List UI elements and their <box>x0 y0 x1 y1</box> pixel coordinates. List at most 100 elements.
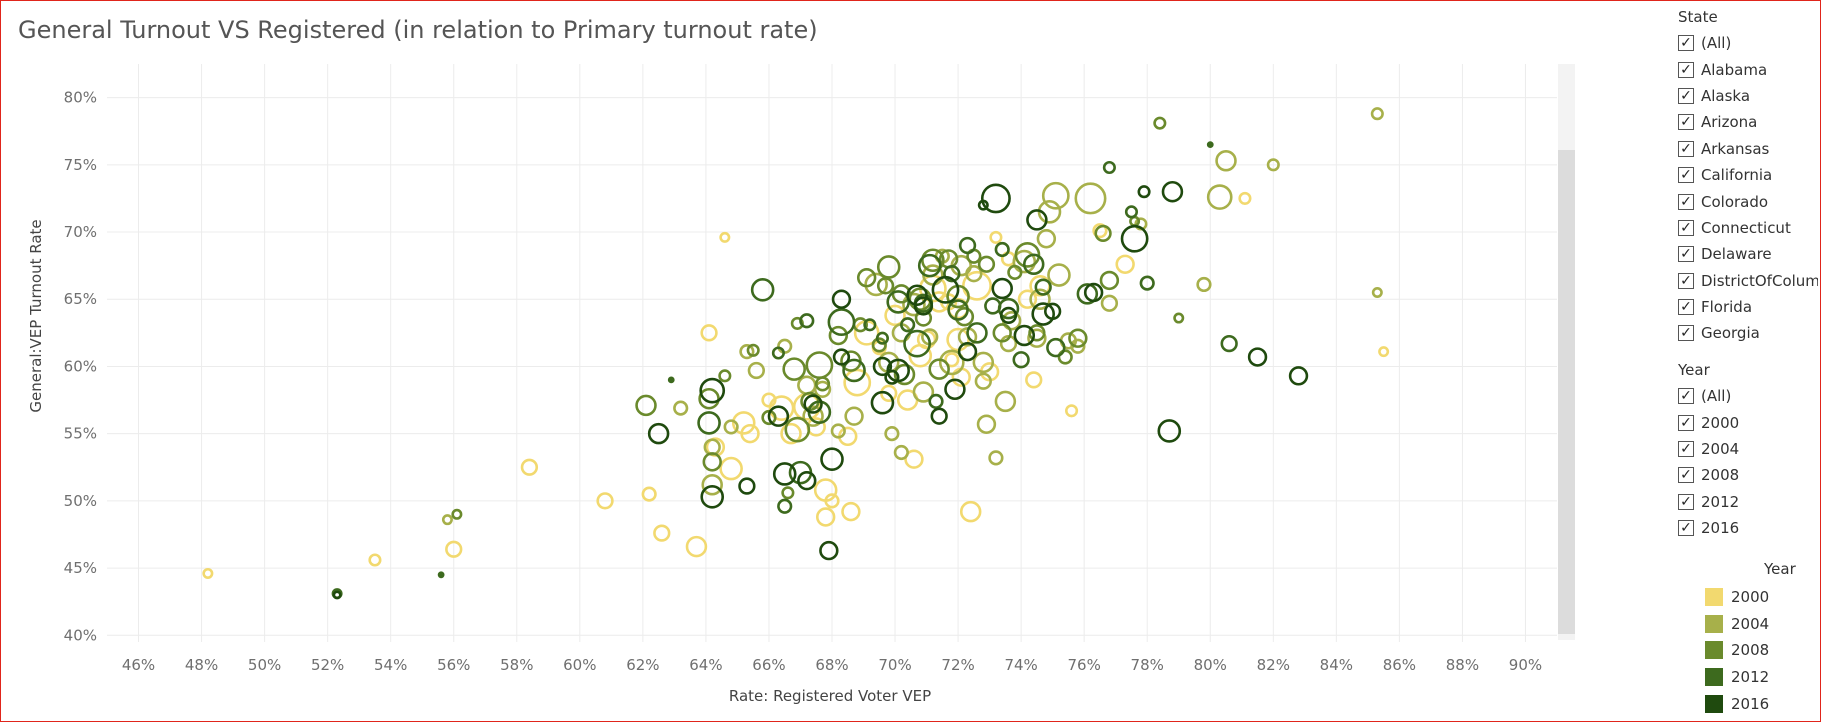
data-point-2004[interactable] <box>1206 184 1233 210</box>
data-point-2012[interactable] <box>863 318 877 332</box>
data-point-2016[interactable] <box>820 447 844 471</box>
data-point-2016[interactable] <box>957 341 978 362</box>
data-point-2012[interactable] <box>1206 141 1214 149</box>
data-point-2000[interactable] <box>824 493 840 509</box>
checkbox-checked-icon[interactable]: ✓ <box>1678 493 1694 510</box>
data-point-2004[interactable] <box>777 338 793 354</box>
data-point-2008[interactable] <box>702 452 722 472</box>
data-point-2004[interactable] <box>739 344 755 360</box>
data-point-2008[interactable] <box>1094 224 1112 243</box>
data-point-2016[interactable] <box>870 390 895 415</box>
data-point-2008[interactable] <box>1057 349 1073 365</box>
data-point-2012[interactable] <box>900 317 916 333</box>
checkbox-checked-icon[interactable]: ✓ <box>1678 325 1694 342</box>
data-point-2016[interactable] <box>884 369 900 385</box>
data-point-2012[interactable] <box>984 297 1002 315</box>
data-point-2012[interactable] <box>697 411 721 435</box>
data-point-2000[interactable] <box>962 270 992 301</box>
data-point-2008[interactable] <box>782 357 806 381</box>
data-point-2012[interactable] <box>1076 283 1099 305</box>
legend-item[interactable]: 2016 <box>1705 690 1796 717</box>
data-point-2016[interactable] <box>1013 324 1036 347</box>
data-point-2012[interactable] <box>777 498 793 514</box>
data-point-2016[interactable] <box>1288 366 1309 386</box>
data-point-2000[interactable] <box>596 492 614 510</box>
legend-item[interactable]: 2000 <box>1705 584 1796 611</box>
checkbox-checked-icon[interactable]: ✓ <box>1678 272 1694 289</box>
data-point-2012[interactable] <box>966 322 988 344</box>
data-point-2000[interactable] <box>1017 289 1038 309</box>
data-point-2000[interactable] <box>653 524 671 542</box>
data-point-2004[interactable] <box>1215 150 1237 172</box>
state-filter-item[interactable]: ✓ California <box>1678 162 1818 188</box>
data-point-2012[interactable] <box>903 329 932 358</box>
data-point-2000[interactable] <box>815 507 836 527</box>
checkbox-checked-icon[interactable]: ✓ <box>1678 219 1694 236</box>
year-filter-item[interactable]: ✓ 2016 <box>1678 515 1818 541</box>
data-point-2000[interactable] <box>904 449 924 469</box>
year-filter-item[interactable]: ✓ 2012 <box>1678 489 1818 515</box>
data-point-2008[interactable] <box>784 416 811 443</box>
data-point-2004[interactable] <box>673 400 689 416</box>
data-point-2012[interactable] <box>842 358 866 383</box>
data-point-2012[interactable] <box>750 278 775 302</box>
checkbox-checked-icon[interactable]: ✓ <box>1678 246 1694 263</box>
chart-scrollbar-thumb[interactable] <box>1558 150 1575 634</box>
data-point-2016[interactable] <box>819 540 839 561</box>
data-point-2004[interactable] <box>974 372 992 390</box>
data-point-2004[interactable] <box>441 514 453 526</box>
state-filter-item[interactable]: ✓ Alaska <box>1678 83 1818 109</box>
data-point-2016[interactable] <box>1031 302 1055 326</box>
data-point-2016[interactable] <box>1044 302 1062 320</box>
data-point-2000[interactable] <box>685 535 708 558</box>
data-point-2008[interactable] <box>698 387 720 410</box>
data-point-2000[interactable] <box>841 501 861 522</box>
data-point-2000[interactable] <box>740 423 760 444</box>
checkbox-checked-icon[interactable]: ✓ <box>1678 467 1694 484</box>
data-point-2008[interactable] <box>977 255 996 273</box>
data-point-2004[interactable] <box>723 419 739 435</box>
data-point-2016[interactable] <box>999 306 1018 325</box>
data-point-2008[interactable] <box>928 358 950 380</box>
state-filter-item[interactable]: ✓ Arkansas <box>1678 136 1818 162</box>
data-point-2008[interactable] <box>746 343 760 357</box>
data-point-2000[interactable] <box>368 553 382 567</box>
data-point-2016[interactable] <box>332 590 342 600</box>
data-point-2012[interactable] <box>667 376 675 384</box>
data-point-2016[interactable] <box>906 284 928 306</box>
state-filter-item[interactable]: ✓ Florida <box>1678 294 1818 320</box>
data-point-2008[interactable] <box>718 369 732 383</box>
checkbox-checked-icon[interactable]: ✓ <box>1678 299 1694 316</box>
data-point-2008[interactable] <box>876 255 901 279</box>
data-point-2000[interactable] <box>1025 371 1043 389</box>
data-point-2012[interactable] <box>771 346 785 360</box>
data-point-2016[interactable] <box>930 407 948 425</box>
legend-item[interactable]: 2012 <box>1705 664 1796 691</box>
checkbox-checked-icon[interactable]: ✓ <box>1678 440 1694 457</box>
data-point-2000[interactable] <box>520 458 539 476</box>
data-point-2004[interactable] <box>813 380 832 398</box>
data-point-2012[interactable] <box>1012 351 1030 369</box>
checkbox-checked-icon[interactable]: ✓ <box>1678 61 1694 78</box>
data-point-2000[interactable] <box>843 368 872 397</box>
data-point-2012[interactable] <box>1139 275 1155 291</box>
data-point-2012[interactable] <box>1034 278 1052 296</box>
data-point-2008[interactable] <box>954 307 975 327</box>
data-point-2012[interactable] <box>994 241 1010 258</box>
data-point-2016[interactable] <box>980 183 1011 214</box>
data-point-2012[interactable] <box>1220 334 1238 353</box>
data-point-2012[interactable] <box>1102 160 1116 175</box>
data-point-2008[interactable] <box>781 486 795 500</box>
checkbox-checked-icon[interactable]: ✓ <box>1678 140 1694 157</box>
data-point-2004[interactable] <box>976 414 997 434</box>
data-point-2004[interactable] <box>797 375 817 395</box>
data-point-2004[interactable] <box>902 292 926 317</box>
data-point-2016[interactable] <box>832 348 851 366</box>
data-point-2004[interactable] <box>1100 294 1119 312</box>
state-filter-item[interactable]: ✓ (All) <box>1678 30 1818 56</box>
data-point-2004[interactable] <box>884 426 900 442</box>
data-point-2012[interactable] <box>947 299 969 321</box>
data-point-2012[interactable] <box>917 253 942 278</box>
data-point-2016[interactable] <box>1137 185 1151 199</box>
data-point-2008[interactable] <box>876 277 895 295</box>
